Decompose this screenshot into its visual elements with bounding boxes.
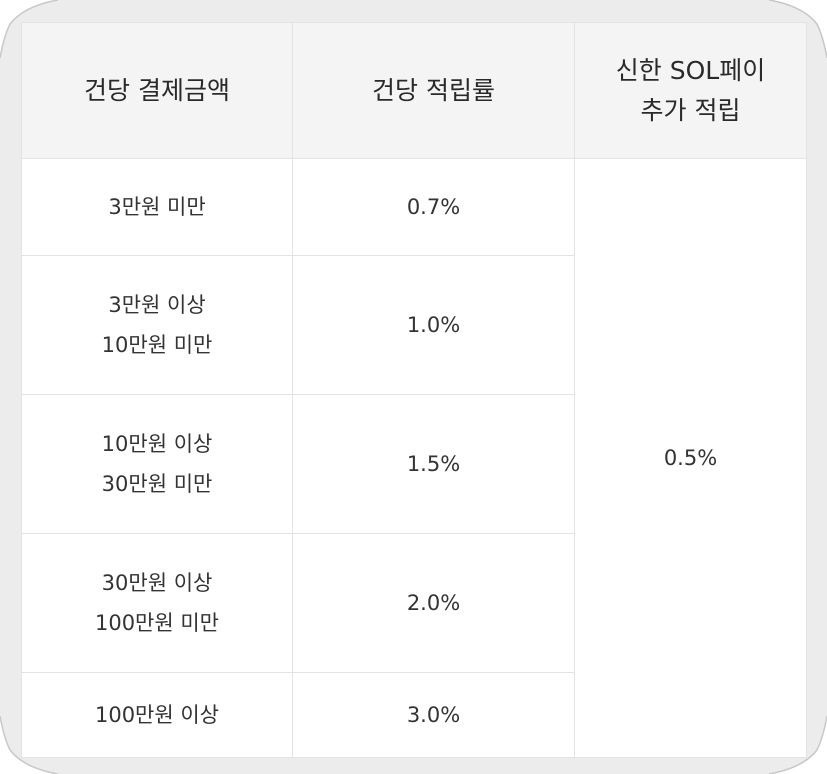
amount-cell: 3만원 미만 bbox=[21, 158, 293, 256]
reward-rate-table: 건당 결제금액 건당 적립률 신한 SOL페이 추가 적립 3만원 미만 0.7… bbox=[21, 22, 807, 758]
header-rate: 건당 적립률 bbox=[292, 22, 575, 159]
sol-pay-extra-cell: 0.5% bbox=[574, 158, 807, 758]
rate-cell: 1.5% bbox=[292, 394, 575, 534]
rate-cell: 2.0% bbox=[292, 533, 575, 673]
rate-cell: 1.0% bbox=[292, 255, 575, 395]
table-row: 100만원 이상 3.0% bbox=[21, 672, 807, 758]
table-row: 30만원 이상 100만원 미만 2.0% bbox=[21, 533, 807, 673]
header-sol-pay-extra: 신한 SOL페이 추가 적립 bbox=[574, 22, 807, 159]
header-amount: 건당 결제금액 bbox=[21, 22, 293, 159]
rate-cell: 3.0% bbox=[292, 672, 575, 758]
table-row: 3만원 미만 0.7% 0.5% bbox=[21, 158, 807, 758]
table-row: 10만원 이상 30만원 미만 1.5% bbox=[21, 394, 807, 534]
header-row: 건당 결제금액 건당 적립률 신한 SOL페이 추가 적립 bbox=[21, 22, 807, 159]
amount-cell: 30만원 이상 100만원 미만 bbox=[21, 533, 293, 673]
amount-cell: 3만원 이상 10만원 미만 bbox=[21, 255, 293, 395]
amount-cell: 100만원 이상 bbox=[21, 672, 293, 758]
amount-cell: 10만원 이상 30만원 미만 bbox=[21, 394, 293, 534]
rate-cell: 0.7% bbox=[292, 158, 575, 256]
